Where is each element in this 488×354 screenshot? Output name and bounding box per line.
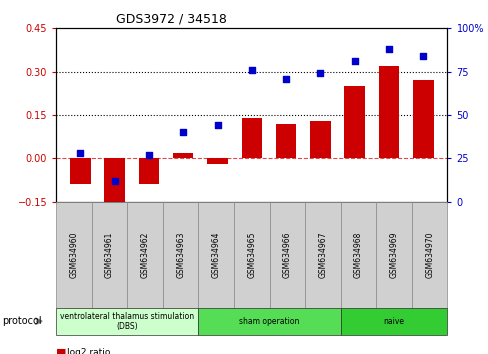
Bar: [207, 159, 227, 164]
Text: protocol: protocol: [2, 316, 42, 326]
Point: [144, 152, 152, 158]
Text: GDS3972 / 34518: GDS3972 / 34518: [116, 12, 226, 25]
Text: GSM634960: GSM634960: [69, 232, 79, 278]
Text: GSM634970: GSM634970: [424, 232, 433, 278]
Bar: [173, 153, 193, 159]
Point: [316, 70, 324, 76]
Text: GSM634966: GSM634966: [283, 232, 291, 278]
Bar: [378, 66, 399, 159]
Text: GSM634961: GSM634961: [105, 232, 114, 278]
Point: [282, 76, 289, 81]
Text: GSM634963: GSM634963: [176, 232, 185, 278]
Text: GSM634962: GSM634962: [141, 232, 149, 278]
Bar: [241, 118, 262, 159]
Text: ventrolateral thalamus stimulation
(DBS): ventrolateral thalamus stimulation (DBS): [60, 312, 194, 331]
Text: GSM634969: GSM634969: [389, 232, 398, 278]
Bar: [70, 159, 90, 184]
Point: [179, 130, 187, 135]
Point: [247, 67, 255, 73]
Bar: [275, 124, 296, 159]
Bar: [309, 121, 330, 159]
Point: [76, 150, 84, 156]
Point: [110, 178, 118, 184]
Text: sham operation: sham operation: [239, 317, 299, 326]
Bar: [412, 80, 433, 159]
Point: [419, 53, 427, 59]
Text: log2 ratio: log2 ratio: [67, 348, 111, 354]
Bar: [104, 159, 124, 216]
Text: ■: ■: [56, 347, 66, 354]
Point: [385, 46, 392, 52]
Text: GSM634967: GSM634967: [318, 232, 327, 278]
Text: GSM634964: GSM634964: [211, 232, 220, 278]
Text: GSM634965: GSM634965: [247, 232, 256, 278]
Point: [350, 58, 358, 64]
Text: GSM634968: GSM634968: [353, 232, 362, 278]
Text: naive: naive: [383, 317, 404, 326]
Bar: [344, 86, 365, 159]
Bar: [138, 159, 159, 184]
Point: [213, 122, 221, 128]
